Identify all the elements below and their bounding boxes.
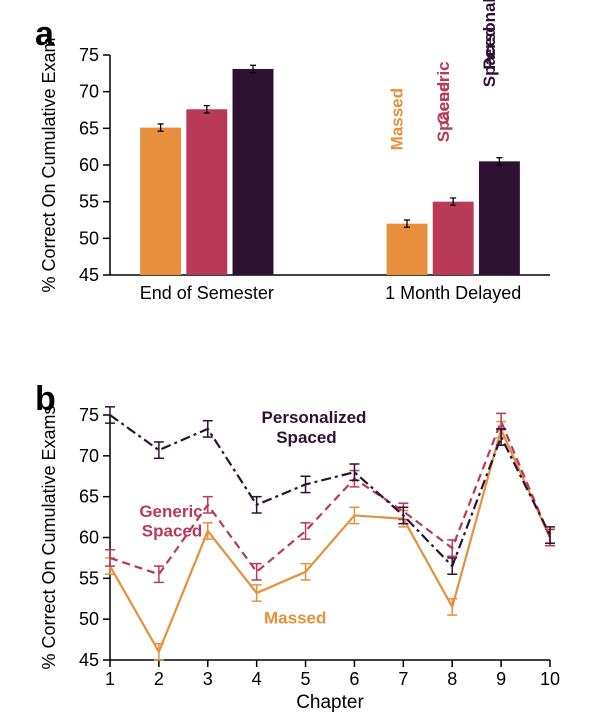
series-annotation: Personalized [262, 408, 367, 427]
series-label: Massed [388, 88, 407, 150]
panel-b-ylabel: % Correct On Cumulative Exams [39, 405, 59, 669]
panel-b-ytick-label: 60 [79, 528, 99, 548]
panel-b-xtick-label: 6 [349, 669, 359, 689]
series-annotation: Spaced [142, 522, 202, 541]
panel-b-ytick-label: 45 [79, 650, 99, 670]
series-annotation: Spaced [276, 428, 336, 447]
panel-a-ytick-label: 45 [79, 265, 99, 285]
panel-a-ytick-label: 70 [79, 82, 99, 102]
panel-b-xtick-label: 3 [203, 669, 213, 689]
panel-a-ytick-label: 65 [79, 118, 99, 138]
series-annotation: Generic [139, 502, 202, 521]
panel-a-category-label: End of Semester [140, 283, 274, 303]
panel-a-category-label: 1 Month Delayed [385, 283, 521, 303]
panel-b-xtick-label: 5 [301, 669, 311, 689]
panel-b-ytick-label: 55 [79, 568, 99, 588]
panel-b-ytick-label: 75 [79, 405, 99, 425]
bar [140, 128, 181, 275]
panel-a-ylabel: % Correct On Cumulative Exam [39, 37, 59, 292]
panel-b-ytick-label: 50 [79, 609, 99, 629]
panel-b-xlabel: Chapter [296, 692, 364, 713]
panel-b-ytick-label: 70 [79, 446, 99, 466]
series-label: Spaced [480, 27, 499, 87]
panel-b-xtick-label: 2 [154, 669, 164, 689]
panel-b-ytick-label: 65 [79, 487, 99, 507]
panel-b-xtick-label: 7 [398, 669, 408, 689]
bar [433, 202, 474, 275]
panel-b-xtick-label: 4 [252, 669, 262, 689]
panel-a-ytick-label: 50 [79, 228, 99, 248]
panel-a-ytick-label: 75 [79, 45, 99, 65]
bar [233, 69, 274, 275]
panel-b-xtick-label: 9 [496, 669, 506, 689]
panel-b-xtick-label: 10 [540, 669, 560, 689]
bar [186, 109, 227, 275]
series-label: Spaced [434, 82, 453, 142]
panel-a-ytick-label: 55 [79, 192, 99, 212]
panel-a-ytick-label: 60 [79, 155, 99, 175]
panel-b-xtick-label: 1 [105, 669, 115, 689]
bar [479, 161, 520, 275]
panel-b-xtick-label: 8 [447, 669, 457, 689]
series-annotation: Massed [264, 608, 326, 627]
bar [387, 224, 428, 275]
